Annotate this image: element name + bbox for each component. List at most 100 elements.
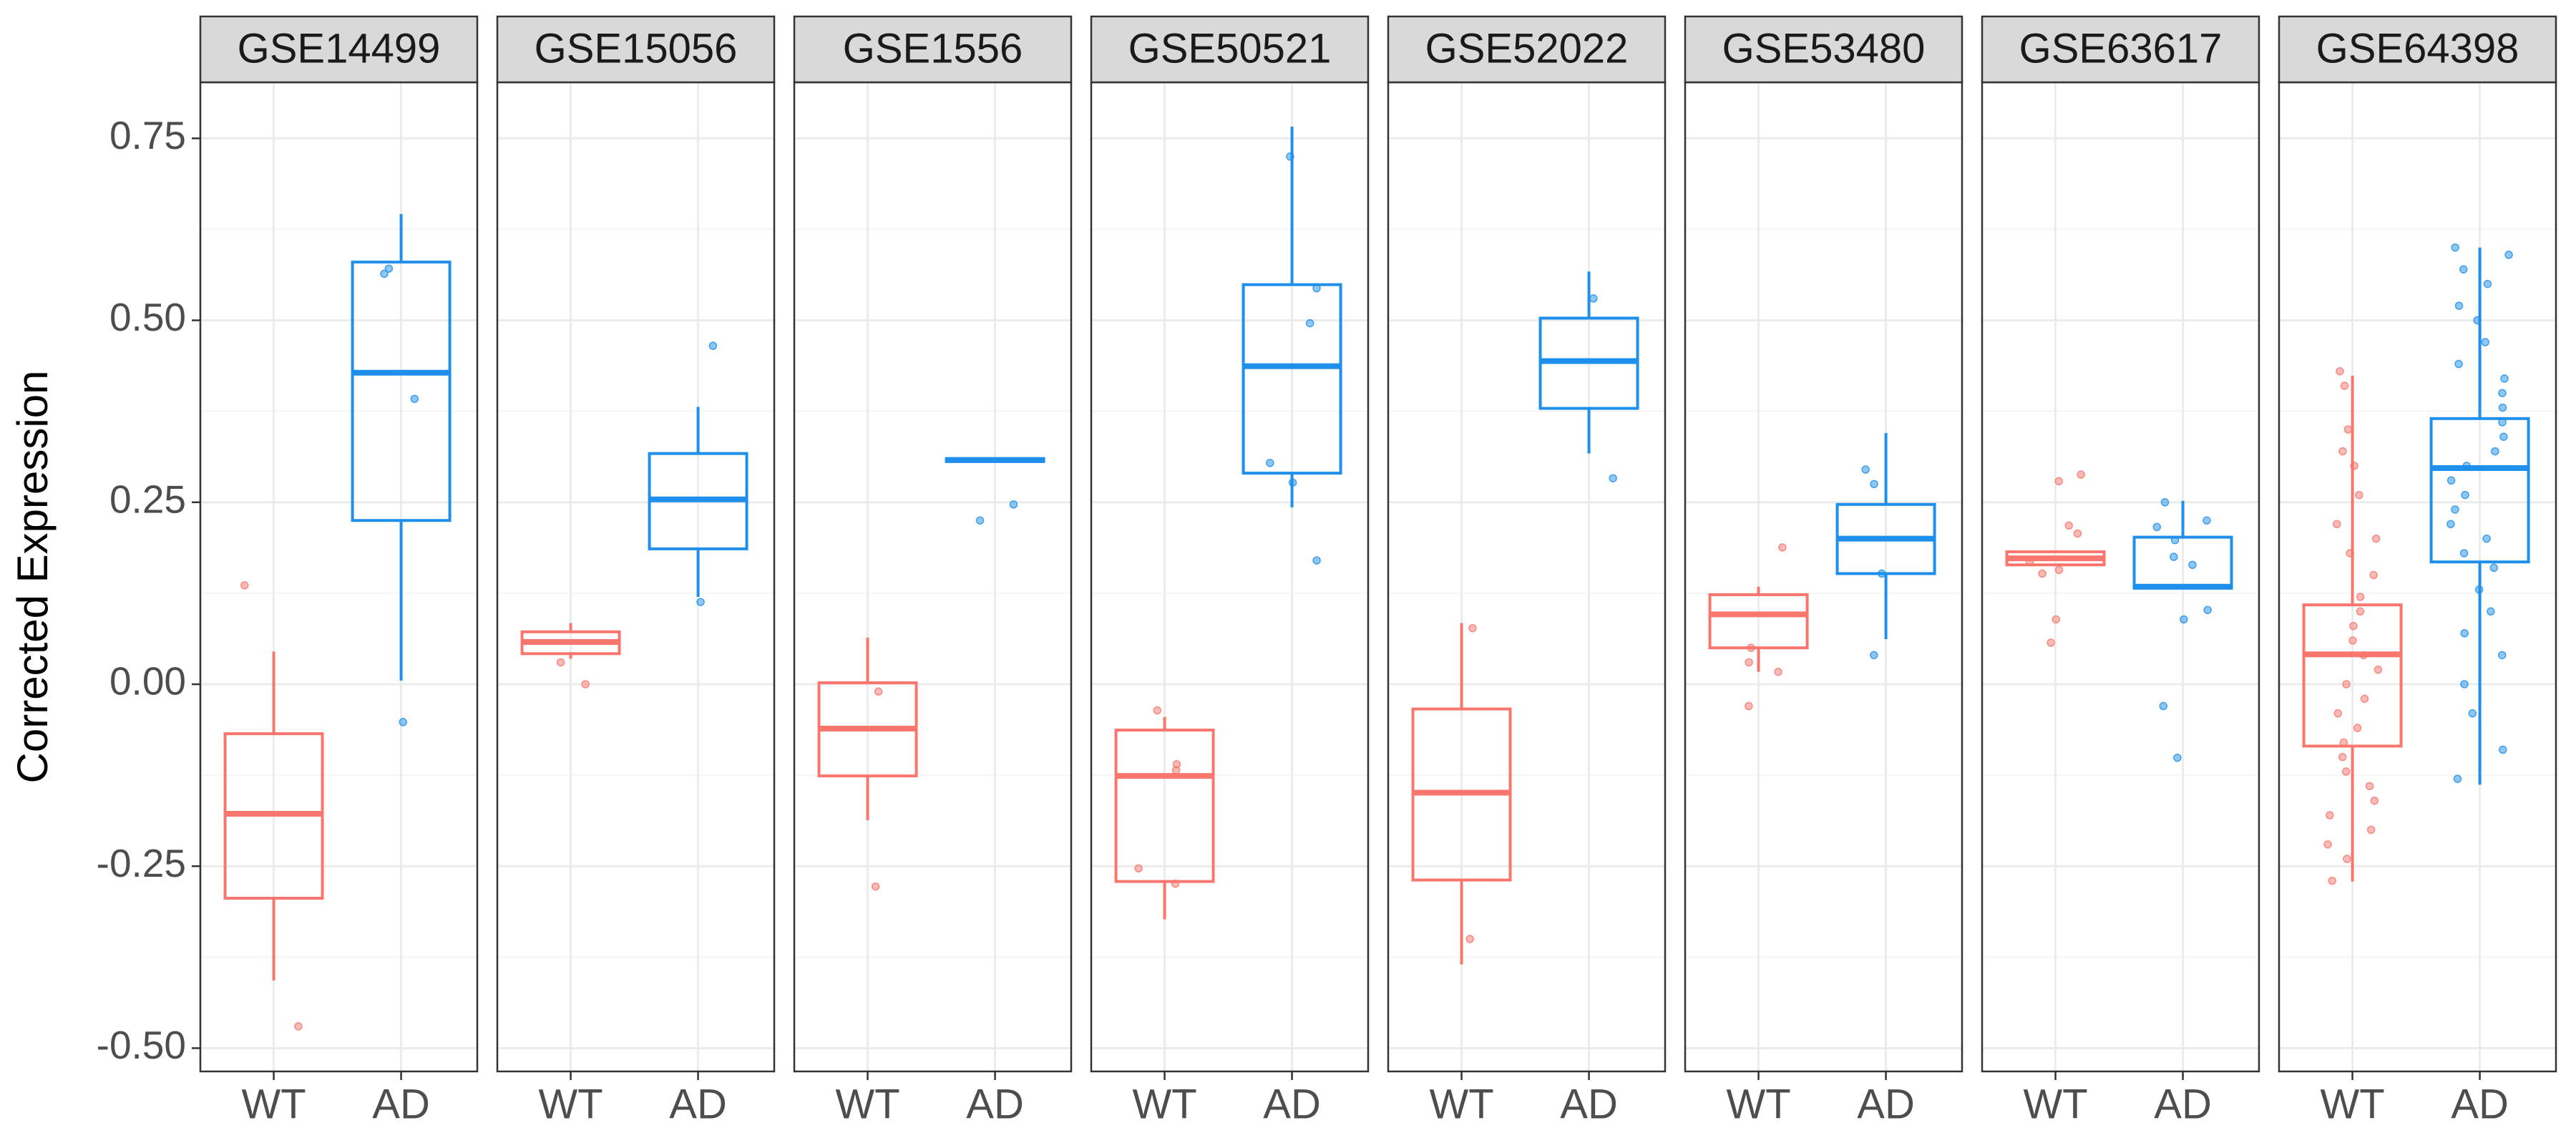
point (2453, 774, 2462, 783)
x-tick-label: AD (1263, 1081, 1321, 1127)
point (1589, 294, 1598, 303)
point (1745, 658, 1753, 667)
point (2371, 534, 2381, 543)
point (2180, 615, 2188, 624)
point (2489, 563, 2499, 573)
x-tick-label: AD (2154, 1081, 2212, 1127)
point (1778, 543, 1787, 552)
x-tick-label: AD (966, 1081, 1024, 1127)
point (2341, 767, 2351, 776)
point (2451, 505, 2459, 514)
point (1468, 623, 1477, 633)
facet-title: GSE15056 (535, 25, 738, 72)
point (556, 658, 565, 667)
strip (199, 15, 479, 84)
point (2343, 425, 2353, 434)
point (2491, 447, 2499, 456)
point (708, 341, 718, 350)
point (2170, 535, 2180, 545)
panel-background (1982, 82, 2259, 1071)
point (2454, 359, 2463, 369)
panel-background (2279, 82, 2556, 1071)
point (2498, 389, 2507, 397)
point (2338, 447, 2347, 456)
strip (1684, 15, 1963, 84)
point (2474, 585, 2484, 594)
strip (496, 15, 776, 84)
x-tick-label: AD (669, 1081, 727, 1127)
point (2360, 694, 2369, 704)
point (2462, 462, 2471, 470)
point (2339, 738, 2348, 747)
point (1870, 651, 1878, 660)
box (2302, 603, 2403, 748)
facet-title: GSE14499 (238, 25, 441, 72)
strip (2278, 15, 2557, 84)
point (2487, 607, 2495, 616)
panel-background (1388, 82, 1665, 1071)
y-tick-label: 0.75 (109, 113, 186, 157)
strip (1981, 15, 2260, 84)
point (1609, 474, 1617, 482)
point (2481, 338, 2489, 346)
box (2429, 417, 2530, 564)
point (2349, 621, 2358, 631)
point (2498, 745, 2507, 754)
point (2038, 569, 2046, 578)
point (2366, 825, 2376, 835)
point (2203, 606, 2212, 615)
point (2046, 638, 2055, 647)
point (2365, 782, 2374, 791)
x-tick-label: WT (538, 1081, 602, 1127)
x-tick-label: WT (2320, 1081, 2384, 1127)
point (2482, 534, 2491, 543)
point (1465, 935, 1475, 943)
point (696, 598, 705, 606)
y-tick-label: 0.50 (109, 295, 186, 339)
point (2498, 651, 2507, 660)
point (2188, 560, 2197, 569)
point (1153, 706, 1162, 715)
y-tick-label: 0.00 (109, 659, 186, 704)
point (2459, 265, 2468, 274)
point (874, 687, 883, 696)
y-tick-label: -0.50 (97, 1023, 186, 1067)
x-tick-label: WT (1132, 1081, 1196, 1127)
point (1870, 480, 1878, 489)
point (399, 718, 407, 726)
point (975, 516, 985, 525)
point (2343, 855, 2351, 863)
x-tick-label: WT (241, 1081, 306, 1127)
point (2340, 381, 2349, 390)
point (2160, 498, 2170, 507)
panel-background (200, 82, 477, 1071)
box (1241, 283, 1342, 475)
facet-title: GSE1556 (843, 25, 1023, 72)
point (2473, 316, 2482, 325)
point (2460, 629, 2469, 638)
point (581, 680, 590, 689)
x-tick-label: WT (1429, 1081, 1493, 1127)
x-tick-label: AD (1560, 1081, 1618, 1127)
point (2342, 680, 2351, 689)
point (2468, 709, 2477, 718)
point (2460, 680, 2469, 689)
box (1114, 729, 1215, 883)
point (1877, 569, 1886, 578)
point (2073, 529, 2082, 538)
point (2064, 521, 2074, 530)
point (2446, 476, 2456, 485)
point (1286, 152, 1294, 161)
point (410, 394, 419, 404)
point (2359, 651, 2368, 660)
point (2446, 520, 2455, 529)
point (2173, 753, 2182, 762)
facet-title: GSE63617 (2019, 25, 2223, 72)
point (2356, 593, 2365, 601)
x-tick-label: AD (2451, 1081, 2509, 1127)
panel-background (794, 82, 1071, 1071)
point (1009, 500, 1018, 509)
point (2451, 243, 2459, 252)
point (2353, 724, 2362, 732)
